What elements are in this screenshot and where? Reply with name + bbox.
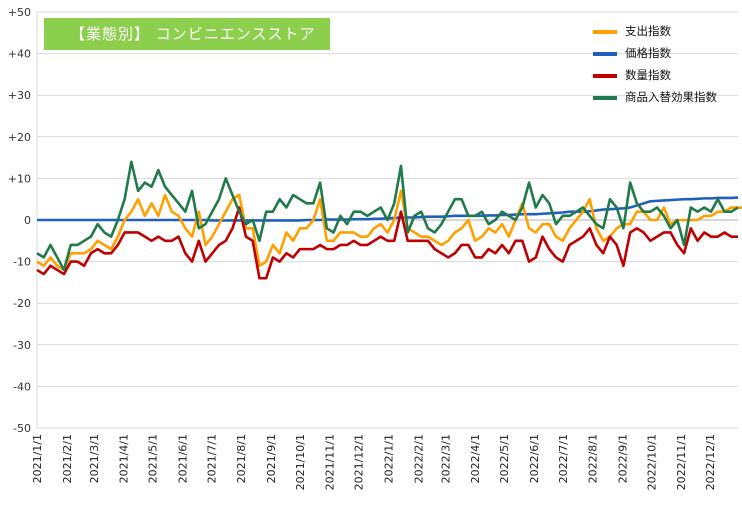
x-tick-label: 2022/6/1	[528, 434, 541, 483]
chart-title: 【業態別】 コンビニエンスストア	[44, 18, 330, 50]
y-tick-label: -10	[13, 256, 31, 269]
y-tick-label: +10	[8, 172, 31, 185]
y-tick-label: +20	[8, 131, 31, 144]
y-axis-ticks: +50 +40 +30 +20 +10 0 -10 -20 -30 -40 -50	[8, 6, 31, 435]
y-tick-label: +40	[8, 48, 31, 61]
x-tick-label: 2022/12/1	[704, 434, 717, 490]
x-tick-label: 2022/8/1	[587, 434, 600, 483]
x-tick-label: 2022/10/1	[645, 434, 658, 490]
x-tick-label: 2022/5/1	[498, 434, 511, 483]
series-lines	[36, 160, 742, 280]
x-tick-label: 2022/3/1	[439, 434, 452, 483]
x-tick-label: 2021/1/1	[31, 434, 44, 483]
x-tick-label: 2022/11/1	[675, 434, 688, 490]
x-tick-label: 2022/2/1	[412, 434, 425, 483]
x-tick-label: 2021/2/1	[61, 434, 74, 483]
x-tick-label: 2021/3/1	[88, 434, 101, 483]
x-tick-label: 2022/7/1	[557, 434, 570, 483]
y-tick-label: +30	[8, 89, 31, 102]
x-tick-label: 2021/6/1	[176, 434, 189, 483]
x-axis-ticks: 2021/1/1 2021/2/1 2021/3/1 2021/4/1 2021/5/1…	[31, 434, 717, 490]
series-line-3	[36, 160, 739, 272]
legend-label-quantity: 数量指数	[625, 68, 671, 82]
series-line-2	[36, 206, 738, 280]
x-tick-label: 2022/4/1	[469, 434, 482, 483]
legend-swatch-replacement	[593, 96, 617, 100]
x-tick-label: 2021/4/1	[118, 434, 131, 483]
x-tick-label: 2021/8/1	[235, 434, 248, 483]
x-tick-label: 2021/11/1	[324, 434, 337, 490]
y-tick-label: +50	[8, 6, 31, 19]
y-tick-label: -50	[13, 422, 31, 435]
y-tick-label: 0	[24, 214, 31, 227]
x-tick-label: 2021/12/1	[353, 434, 366, 490]
x-tick-label: 2022/9/1	[616, 434, 629, 483]
x-tick-label: 2022/1/1	[382, 434, 395, 483]
y-tick-label: -40	[13, 380, 31, 393]
series-line-0	[36, 189, 742, 272]
legend-label-spending: 支出指数	[625, 24, 671, 38]
x-tick-label: 2021/9/1	[265, 434, 278, 483]
x-tick-label: 2021/5/1	[147, 434, 160, 483]
legend-swatch-quantity	[593, 74, 617, 78]
y-tick-label: -30	[13, 339, 31, 352]
legend-swatch-price	[593, 52, 617, 56]
x-tick-label: 2021/7/1	[205, 434, 218, 483]
legend-swatch-spending	[593, 30, 617, 34]
x-tick-label: 2021/10/1	[294, 434, 307, 490]
y-tick-label: -20	[13, 297, 31, 310]
legend-label-price: 価格指数	[625, 46, 671, 60]
legend-label-replacement: 商品入替効果指数	[625, 90, 717, 104]
